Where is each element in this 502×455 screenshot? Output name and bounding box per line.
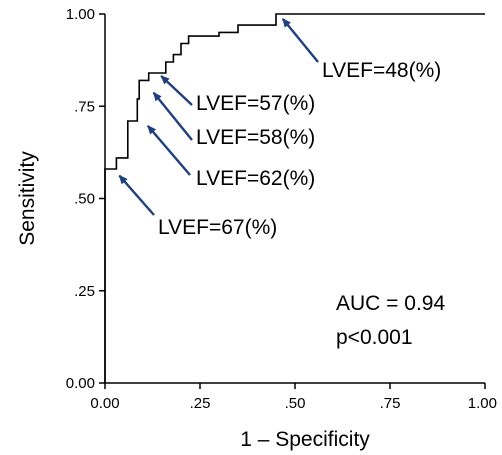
- y-tick-label: .50: [74, 191, 95, 208]
- y-axis-title: Sensitivity: [16, 151, 39, 246]
- auc-label: AUC = 0.94: [336, 292, 445, 315]
- annotation-arrow: [281, 18, 319, 63]
- annotation-label: LVEF=48(%): [322, 59, 441, 82]
- x-tick-label: 0.00: [90, 395, 119, 412]
- x-tick-label: .25: [190, 395, 211, 412]
- x-tick-label: .50: [285, 395, 306, 412]
- y-tick-label: 1.00: [66, 6, 95, 23]
- annotation-label: LVEF=57(%): [196, 92, 315, 115]
- x-tick-label: 1.00: [468, 395, 497, 412]
- y-tick-label: .25: [74, 283, 95, 300]
- annotation-arrow: [146, 125, 191, 176]
- annotation-label: LVEF=67(%): [158, 216, 277, 239]
- annotation-arrow: [160, 75, 193, 106]
- p-value-label: p<0.001: [336, 326, 413, 349]
- x-tick-label: .75: [380, 395, 401, 412]
- y-tick-label: 0.00: [66, 375, 95, 392]
- annotation-label: LVEF=58(%): [196, 126, 315, 149]
- y-tick-label: .75: [74, 98, 95, 115]
- annotation-arrow: [152, 91, 193, 141]
- x-axis-title: 1 – Specificity: [240, 428, 370, 451]
- roc-curve-line: [104, 13, 485, 383]
- annotation-arrow: [118, 174, 155, 216]
- annotation-label: LVEF=62(%): [196, 167, 315, 190]
